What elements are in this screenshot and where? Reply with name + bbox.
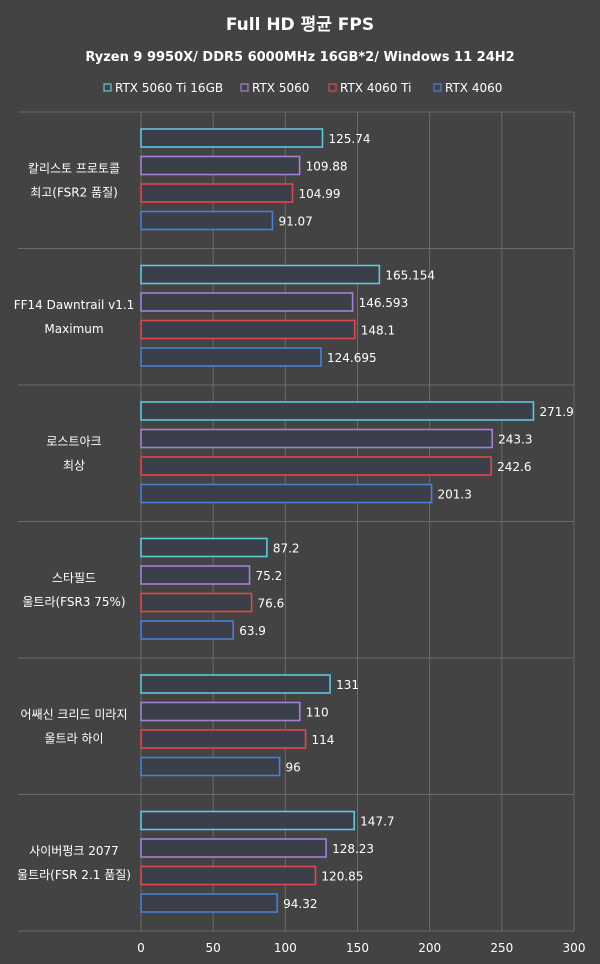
data-label: 201.3 — [438, 488, 472, 502]
category-label: 칼리스토 프로토콜 — [28, 161, 120, 175]
legend-item: RTX 4060 — [433, 81, 502, 95]
data-label: 165.154 — [385, 269, 435, 283]
bar — [140, 483, 433, 504]
chart-subtitle: Ryzen 9 9950X/ DDR5 6000MHz 16GB*2/ Wind… — [85, 50, 514, 65]
bar — [140, 592, 253, 613]
legend-label: RTX 5060 — [252, 81, 309, 95]
category-label: 로스트아크 — [46, 434, 101, 448]
chart-title: Full HD 평균 FPS — [226, 15, 374, 35]
category-label: 최상 — [63, 458, 85, 472]
legend-label: RTX 4060 — [445, 81, 502, 95]
bar — [140, 756, 281, 777]
data-label: 104.99 — [299, 187, 341, 201]
x-tick-label: 0 — [137, 941, 145, 955]
data-label: 110 — [306, 706, 329, 720]
data-label: 75.2 — [256, 569, 283, 583]
data-label: 120.85 — [321, 870, 363, 884]
bar — [140, 893, 278, 913]
data-label: 128.23 — [332, 842, 374, 856]
category-label: FF14 Dawntrail v1.1 — [14, 298, 135, 312]
category-label: Maximum — [44, 322, 103, 336]
legend-item: RTX 5060 — [240, 81, 309, 95]
legend-swatch — [328, 83, 337, 92]
category-label: 울트라(FSR3 75%) — [22, 595, 125, 609]
bar — [140, 456, 492, 476]
bar — [140, 264, 381, 285]
legend-label: RTX 4060 Ti — [340, 81, 411, 95]
legend-swatch — [240, 83, 249, 92]
legend-swatch — [103, 83, 112, 92]
bar — [140, 155, 301, 176]
data-label: 131 — [336, 678, 359, 692]
data-label: 109.88 — [306, 160, 348, 174]
bar — [140, 292, 354, 312]
bar — [140, 729, 307, 749]
bar — [140, 620, 235, 640]
data-label: 148.1 — [361, 324, 395, 338]
x-tick-label: 250 — [490, 941, 513, 955]
data-label: 243.3 — [498, 433, 532, 447]
data-label: 76.6 — [258, 597, 285, 611]
data-label: 124.695 — [327, 351, 377, 365]
data-label: 114 — [312, 733, 335, 747]
legend: RTX 5060 Ti 16GB RTX 5060 RTX 4060 Ti RTX 4… — [103, 81, 502, 95]
bar — [140, 701, 301, 722]
bar — [140, 347, 322, 367]
bar — [140, 428, 493, 449]
legend-swatch — [433, 83, 442, 92]
data-label: 242.6 — [497, 460, 531, 474]
category-label: 스타필드 — [52, 571, 96, 585]
grid-lines: 0 50 100 150 200 250 300 — [18, 111, 586, 955]
bar — [140, 319, 356, 340]
data-label: 125.74 — [328, 132, 370, 146]
category-label: 울트라 하이 — [44, 731, 103, 745]
data-label: 91.07 — [278, 215, 312, 229]
bar — [140, 865, 317, 886]
data-label: 63.9 — [239, 624, 266, 638]
bar — [140, 537, 268, 558]
data-label: 146.593 — [359, 296, 409, 310]
bar — [140, 565, 251, 585]
legend-item: RTX 5060 Ti 16GB — [103, 81, 223, 95]
category-label: 최고(FSR2 품질) — [30, 185, 118, 199]
legend-label: RTX 5060 Ti 16GB — [115, 81, 223, 95]
x-tick-label: 150 — [346, 941, 369, 955]
data-label: 94.32 — [283, 897, 317, 911]
data-label: 87.2 — [273, 542, 300, 556]
x-tick-label: 100 — [274, 941, 297, 955]
bar — [140, 210, 274, 231]
bar — [140, 838, 327, 858]
data-label: 147.7 — [360, 815, 394, 829]
legend-item: RTX 4060 Ti — [328, 81, 411, 95]
category-label: 사이버펑크 2077 — [29, 844, 119, 858]
x-tick-label: 50 — [206, 941, 221, 955]
bar — [140, 401, 535, 421]
x-tick-label: 300 — [563, 941, 586, 955]
category-label: 울트라(FSR 2.1 품질) — [17, 868, 131, 882]
data-label: 271.9 — [539, 405, 573, 419]
x-tick-label: 200 — [418, 941, 441, 955]
data-label: 96 — [286, 761, 301, 775]
bar — [140, 128, 324, 148]
bar — [140, 810, 355, 831]
category-label: 어쌔신 크리드 미라지 — [21, 707, 128, 721]
bar — [140, 674, 331, 694]
bar-group — [140, 128, 535, 913]
bar — [140, 183, 294, 203]
